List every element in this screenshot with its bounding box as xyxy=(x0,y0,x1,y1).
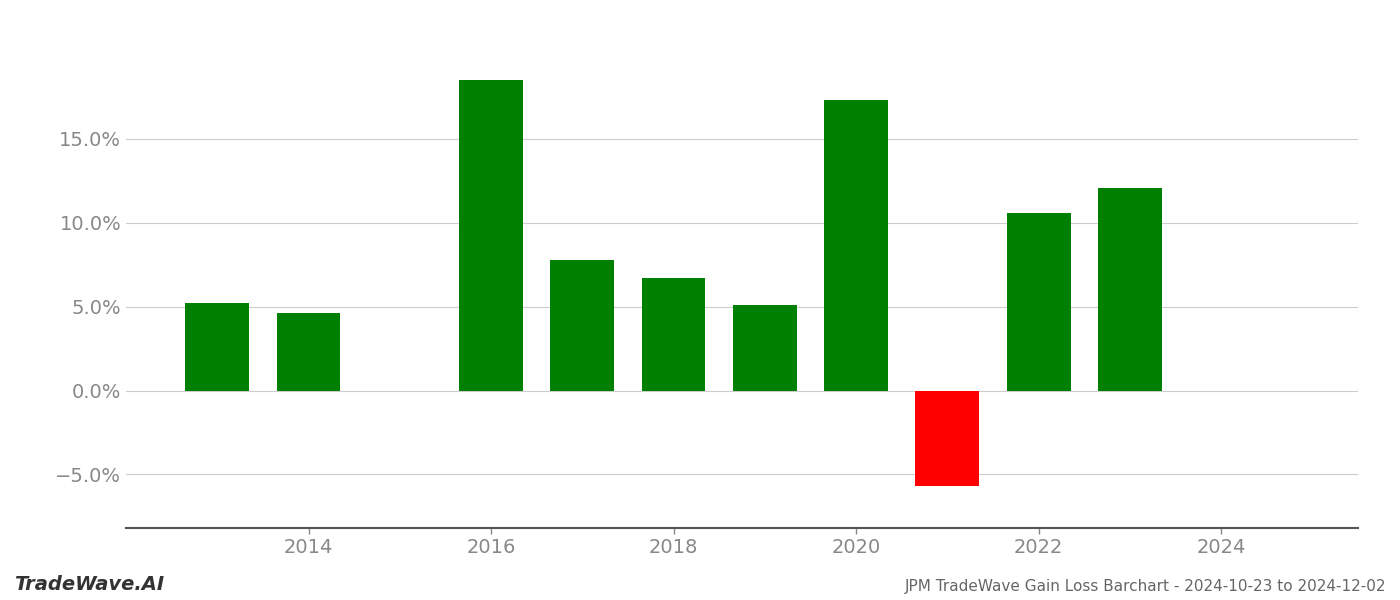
Text: TradeWave.AI: TradeWave.AI xyxy=(14,575,164,594)
Bar xyxy=(916,391,979,486)
Bar xyxy=(459,80,524,391)
Bar xyxy=(550,260,615,391)
Bar xyxy=(1007,213,1071,391)
Bar xyxy=(732,305,797,391)
Bar xyxy=(1098,188,1162,391)
Text: JPM TradeWave Gain Loss Barchart - 2024-10-23 to 2024-12-02: JPM TradeWave Gain Loss Barchart - 2024-… xyxy=(904,579,1386,594)
Bar xyxy=(277,313,340,391)
Bar xyxy=(185,304,249,391)
Bar xyxy=(825,100,888,391)
Bar xyxy=(641,278,706,391)
